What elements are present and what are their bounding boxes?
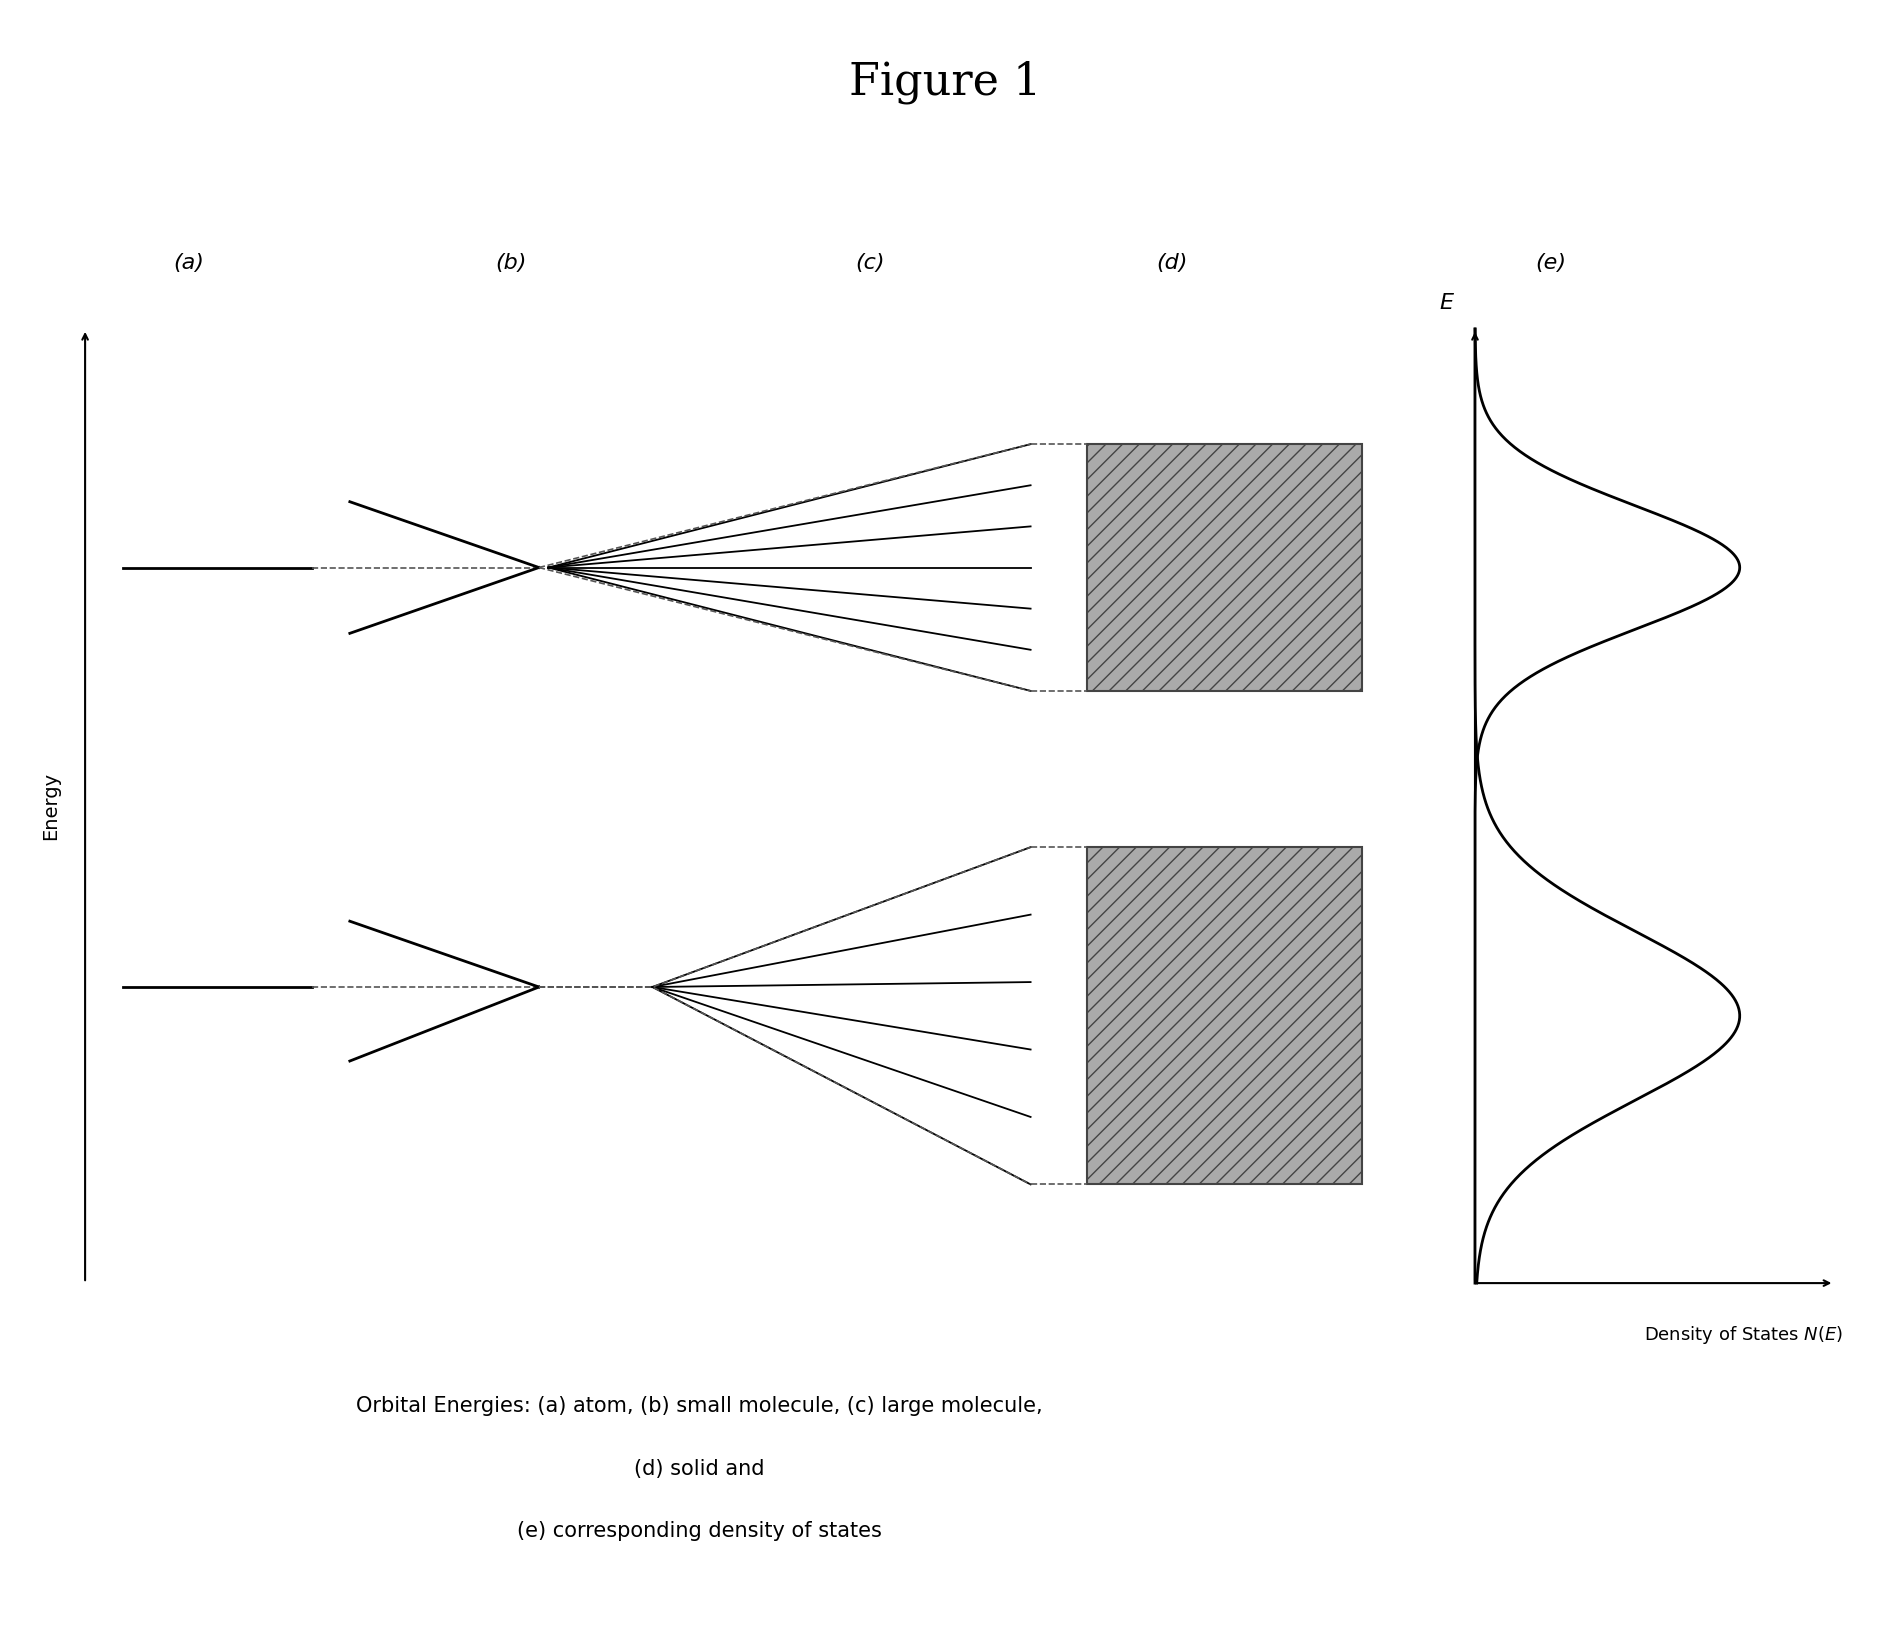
Text: (e) corresponding density of states: (e) corresponding density of states bbox=[518, 1522, 881, 1541]
Text: Figure 1: Figure 1 bbox=[849, 61, 1042, 104]
Text: (b): (b) bbox=[495, 253, 526, 273]
Bar bbox=[1087, 847, 1362, 1184]
Bar bbox=[1087, 444, 1362, 691]
Text: (d): (d) bbox=[1157, 253, 1188, 273]
Text: $E$: $E$ bbox=[1439, 293, 1454, 313]
Text: (e): (e) bbox=[1535, 253, 1566, 273]
Text: Orbital Energies: (a) atom, (b) small molecule, (c) large molecule,: Orbital Energies: (a) atom, (b) small mo… bbox=[356, 1397, 1044, 1416]
Text: (d) solid and: (d) solid and bbox=[633, 1459, 766, 1479]
Text: (c): (c) bbox=[855, 253, 885, 273]
Text: Energy: Energy bbox=[42, 772, 61, 841]
Text: Density of States $N(E)$: Density of States $N(E)$ bbox=[1645, 1324, 1844, 1346]
Text: (a): (a) bbox=[174, 253, 204, 273]
